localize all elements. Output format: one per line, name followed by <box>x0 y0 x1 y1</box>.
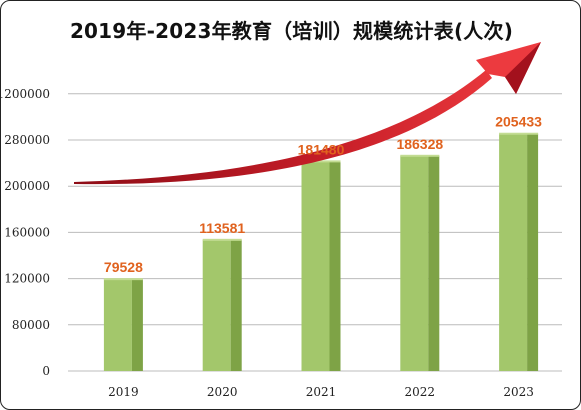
x-axis: 2019 2020 2021 2022 2023 <box>108 385 534 399</box>
y-tick-label: 120000 <box>4 272 50 286</box>
x-tick-label: 2021 <box>306 385 337 399</box>
bar-top <box>301 160 341 163</box>
bar-2019 <box>103 278 143 371</box>
value-label: 79528 <box>104 259 143 275</box>
bar-side <box>230 239 242 371</box>
x-tick-label: 2023 <box>503 385 534 399</box>
bar-2023 <box>499 132 539 371</box>
trend-arrow-head-shade <box>505 42 541 94</box>
value-label: 186328 <box>396 136 443 152</box>
trend-arrow <box>74 42 541 185</box>
bar-2021 <box>301 160 341 371</box>
bar-front <box>400 155 429 371</box>
bar-front <box>202 239 231 371</box>
bar-top <box>499 132 539 135</box>
y-axis: 0 80000 120000 160000 200000 280000 1200000 <box>0 87 50 378</box>
y-tick-label: 0 <box>42 364 50 378</box>
trend-arrow-shaft <box>74 70 492 185</box>
bar-top <box>202 238 242 241</box>
x-tick-label: 2019 <box>108 385 139 399</box>
trend-arrow-head <box>476 42 541 94</box>
bar-2022 <box>400 154 440 371</box>
bar-2020 <box>202 238 242 371</box>
y-tick-label: 200000 <box>4 179 50 193</box>
bar-side <box>428 155 440 371</box>
value-label: 205433 <box>495 114 542 130</box>
y-tick-label: 160000 <box>4 225 50 239</box>
bar-front <box>103 279 132 371</box>
value-labels: 79528 113581 181480 186328 205433 <box>104 114 542 275</box>
x-tick-label: 2022 <box>405 385 436 399</box>
bars <box>103 132 539 371</box>
y-tick-label: 1200000 <box>0 87 50 101</box>
bar-side <box>527 133 539 371</box>
y-tick-label: 280000 <box>4 133 50 147</box>
bar-top <box>103 278 143 281</box>
value-label: 181480 <box>298 141 345 157</box>
x-tick-label: 2020 <box>207 385 238 399</box>
chart-title: 2019年-2023年教育（培训）规模统计表(人次) <box>69 19 514 43</box>
bar-side <box>131 279 143 371</box>
bar-front <box>499 133 528 371</box>
bar-side <box>329 161 341 371</box>
bar-top <box>400 154 440 157</box>
value-label: 113581 <box>199 220 245 236</box>
bar-front <box>301 161 330 371</box>
y-tick-label: 80000 <box>12 318 50 332</box>
